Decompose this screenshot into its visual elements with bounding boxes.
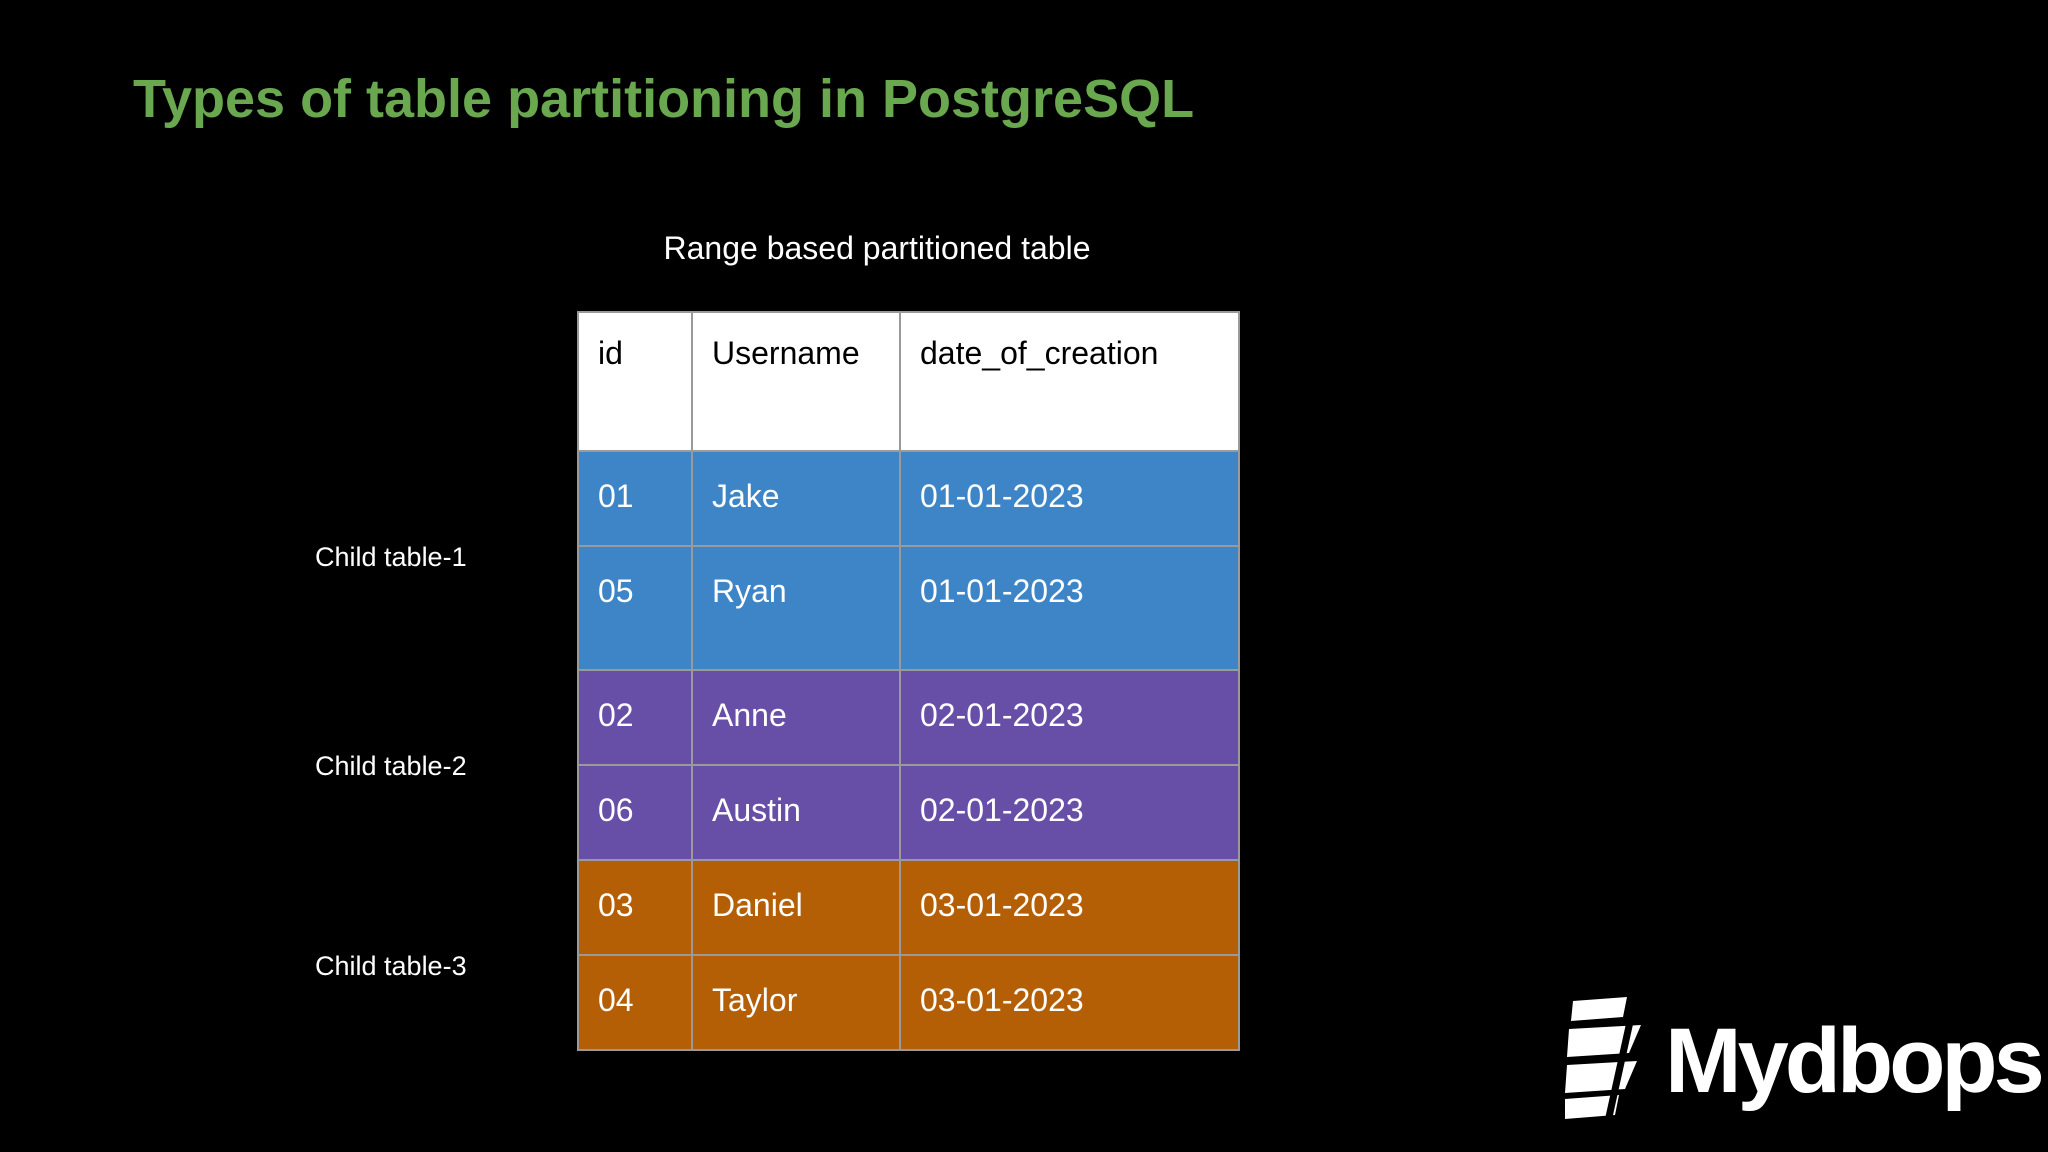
table-row: 02 Anne 02-01-2023 [577,669,1240,766]
table-row: 03 Daniel 03-01-2023 [577,859,1240,956]
cell-username: Taylor [691,954,901,1051]
cell-id: 02 [577,669,693,766]
cell-id: 06 [577,764,693,861]
cell-date: 01-01-2023 [899,545,1240,671]
cell-username: Anne [691,669,901,766]
cell-id: 01 [577,450,693,547]
cell-id: 04 [577,954,693,1051]
table-row: 06 Austin 02-01-2023 [577,764,1240,861]
child-table-3-label: Child table-3 [315,951,467,981]
slide-title: Types of table partitioning in PostgreSQ… [133,69,1195,129]
mydbops-logo-icon [1565,995,1645,1120]
header-date-of-creation: date_of_creation [899,311,1240,452]
cell-date: 03-01-2023 [899,859,1240,956]
cell-date: 03-01-2023 [899,954,1240,1051]
table-row: 05 Ryan 01-01-2023 [577,545,1240,671]
table-row: 01 Jake 01-01-2023 [577,450,1240,547]
cell-id: 05 [577,545,693,671]
cell-date: 02-01-2023 [899,669,1240,766]
header-id: id [577,311,693,452]
cell-date: 01-01-2023 [899,450,1240,547]
table-caption: Range based partitioned table [663,230,1091,266]
cell-id: 03 [577,859,693,956]
mydbops-logo: Mydbops [1565,995,2045,1135]
cell-username: Jake [691,450,901,547]
child-table-2-label: Child table-2 [315,751,467,781]
table-header-row: id Username date_of_creation [577,311,1240,452]
partitioned-table: id Username date_of_creation 01 Jake 01-… [577,311,1240,1051]
cell-username: Ryan [691,545,901,671]
header-username: Username [691,311,901,452]
cell-date: 02-01-2023 [899,764,1240,861]
table-row: 04 Taylor 03-01-2023 [577,954,1240,1051]
cell-username: Austin [691,764,901,861]
cell-username: Daniel [691,859,901,956]
child-table-1-label: Child table-1 [315,542,467,572]
mydbops-logo-text: Mydbops [1665,1010,2045,1112]
